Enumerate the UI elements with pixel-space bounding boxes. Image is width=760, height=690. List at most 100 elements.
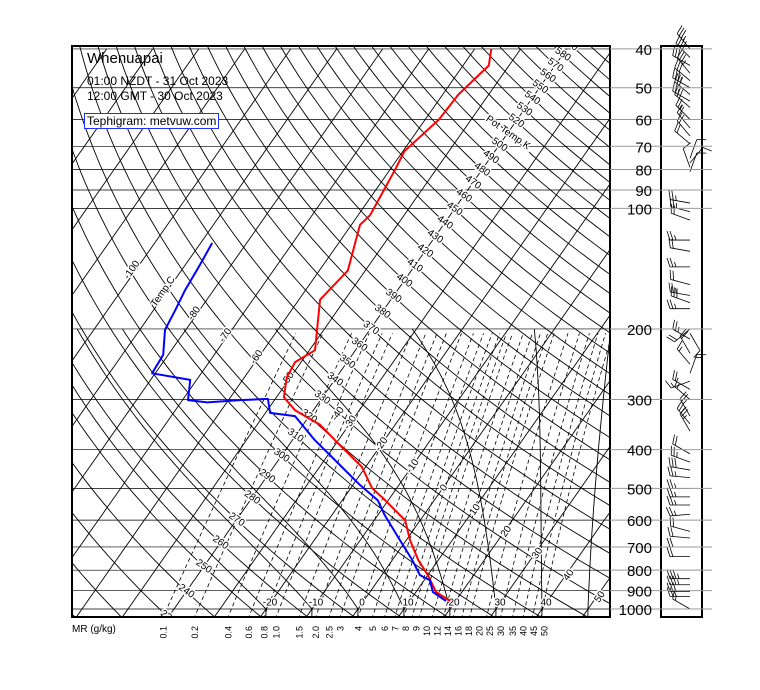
wind-barb-feather [674,69,678,80]
wind-barb-staff [670,535,691,539]
mixing-ratio-line [452,333,541,617]
wind-barb [669,269,691,285]
wind-barb-staff [674,328,691,343]
wind-barb-half-feather [678,346,683,352]
dry-adiabat-line [389,46,610,256]
dry-adiabat-line [571,46,610,81]
credit-link[interactable]: Tephigram: metvuw.com [84,113,220,129]
wind-barb [682,142,691,168]
wind-barb-feather [666,569,671,579]
wind-barb-feather [677,36,683,46]
mixing-ratio-line [532,333,606,617]
wind-barb-feather [672,569,677,579]
wind-barb-staff [676,120,691,137]
mr-value-label: 9 [411,626,421,631]
wet-bulb-label: 20 [448,598,460,609]
dry-adiabat-line [498,46,610,149]
temperature-trace [282,48,493,602]
wind-barb-half-feather [674,234,677,241]
pressure-label: 200 [627,322,652,339]
mixing-ratio-line [411,333,507,617]
saturated-adiabat-line [274,328,451,617]
wind-barb-staff [671,295,691,304]
wind-barb-feather [676,87,681,97]
wind-barb-feather [678,76,684,86]
wind-barb-feather [678,27,685,37]
wind-barb-feather [668,282,671,293]
wind-barb [666,257,690,268]
wind-barb-staff [670,525,691,532]
isotherm-line [75,48,476,617]
wind-barb [679,406,691,432]
dry-adiabat-line [370,46,610,275]
wind-barb [667,466,691,479]
wind-barb-feather [667,466,671,476]
wind-barb-feather [670,466,674,477]
wind-barb-feather [666,582,671,592]
dry-adiabat-line [72,258,402,617]
wet-bulb-label: -10 [309,598,324,609]
wind-barb-half-feather [674,303,677,309]
pressure-label: 1000 [619,602,652,619]
wet-bulb-label: 30 [494,598,506,609]
dry-adiabat-line [534,46,610,114]
wind-barb-feather [672,575,677,585]
dry-adiabat-line [425,46,610,220]
wind-barb-half-feather [682,60,687,66]
pot-temp-label: 590 [560,35,580,54]
isotherm-line [397,314,610,617]
wind-barb-feather [672,68,675,78]
wind-barb-half-feather [677,573,680,579]
wind-barb-feather [669,230,674,241]
pressure-label: 90 [635,183,652,200]
mixing-ratio-axis: 0.1 0.2 0.4 0.6 0.8 1.0 1.5 2.0 2.5 3 4 5 6 7 8 9 10 12 14… [159,626,550,639]
pressure-label: 50 [635,81,652,98]
mixing-ratio-line [248,333,370,617]
wind-barb-feather [666,547,671,557]
wind-barb-staff [672,443,691,455]
local-time: 01:00 NZDT - 31 Oct 2023 [87,74,229,88]
wind-barb-feather [674,435,678,446]
wind-barb-feather [674,121,679,132]
wind-barb-feather [669,575,674,585]
pressure-label: 400 [627,443,652,460]
dry-adiabat-line [279,46,610,375]
wind-barb [668,282,691,296]
pressure-label: 500 [627,481,652,498]
mixing-ratio-line [162,333,297,617]
wet-bulb-label: -20 [263,598,278,609]
saturated-adiabat-line [183,328,405,617]
mr-value-label: 40 [518,626,528,636]
mixing-ratio-line [431,333,524,617]
wind-barb-feather [680,54,687,63]
mixing-ratio-line [357,333,462,617]
wind-barb-half-feather [670,382,675,388]
pressure-label: 70 [635,139,652,156]
wind-barb-staff [672,55,691,66]
wind-barb-feather [669,516,672,527]
wind-barb-half-feather [679,104,683,110]
wind-barb-feather [681,394,689,402]
wind-barb [668,238,691,252]
dry-adiabat-line [553,46,610,98]
wind-barb-feather [669,257,674,268]
wind-barb-feather [669,197,672,207]
wind-barb-feather [672,46,675,56]
mr-value-label: 0.8 [259,626,269,639]
mr-value-label: 14 [443,626,453,636]
mr-value-label: 20 [474,626,484,636]
mixing-ratio-line [486,333,569,617]
wind-barb [674,58,691,81]
wind-barb-half-feather [674,491,677,497]
wind-barb [670,445,691,463]
mixing-ratio-line [227,333,352,617]
wind-barb [667,526,691,539]
dry-adiabat-line [152,46,610,530]
wind-barb-staff [671,380,691,389]
saturated-adiabat-line [76,328,313,617]
wind-barb-feather [677,98,683,108]
wind-barb-feather [668,334,678,341]
wind-barb-staff [670,475,691,479]
